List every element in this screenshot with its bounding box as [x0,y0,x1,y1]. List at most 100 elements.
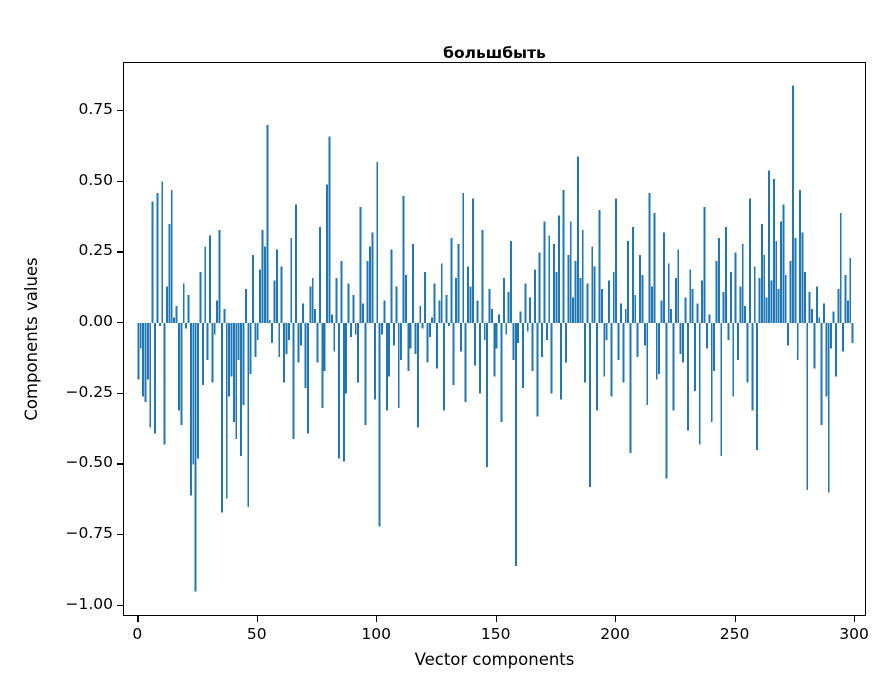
bar [146,323,149,380]
bar [720,323,723,456]
bar [701,280,704,324]
bar [624,308,627,324]
bar [352,294,355,324]
bar [617,323,620,360]
bar [739,286,742,324]
bar [318,226,321,324]
bar [553,243,555,324]
bar [414,323,417,355]
bar [708,314,711,324]
bar [806,323,809,490]
bar [168,224,171,324]
bar [395,286,398,324]
bar [340,260,343,324]
bar [438,300,441,324]
bar [507,291,510,324]
bar [839,212,842,324]
bar [378,323,381,527]
bar [431,317,434,324]
bar [201,323,204,386]
bar [445,294,448,324]
bar [670,308,673,324]
bar [259,269,262,324]
bar [746,323,749,383]
bar [512,323,515,360]
bar [815,286,818,324]
bar [221,323,223,513]
bar [505,323,508,335]
bar [689,269,692,324]
bar [209,235,211,324]
bar [567,255,570,324]
x-tick-label: 50 [246,625,267,643]
bar [230,323,233,377]
bar [307,323,309,434]
bar [316,323,319,363]
bar [309,286,312,324]
bar [555,272,558,324]
bar [287,323,290,340]
bar [514,323,517,567]
bar [772,178,775,324]
bar [662,232,665,324]
bar [500,323,503,422]
bar [139,323,142,349]
bar [452,323,455,386]
bar [347,283,350,324]
bar [161,181,164,324]
bar [495,323,498,349]
bar [481,229,484,324]
bar [784,274,787,324]
bar [421,323,424,329]
x-tick-mark [854,616,856,622]
bar [605,323,608,340]
bar [722,291,725,324]
bar [407,323,410,372]
y-tick-mark [117,110,123,112]
bar [782,204,785,324]
bar [388,323,391,377]
y-tick-label: 0.00 [78,312,113,330]
bar [350,323,352,338]
x-axis: 0 50 100 150 200 250 300 [123,616,869,656]
bar [419,306,422,324]
bar [154,323,157,434]
bar [629,323,632,454]
bar [383,300,386,324]
x-tick-label: 150 [480,625,511,643]
x-tick-label: 300 [839,625,869,643]
bar [844,274,847,324]
bar [323,323,326,372]
bar [404,274,407,324]
bar [409,323,412,349]
bar [256,323,259,340]
bar [261,229,264,324]
bar [264,246,266,324]
x-tick-mark [137,616,139,622]
bar [725,226,727,324]
bar [529,297,532,324]
bar [574,260,577,324]
x-axis-label: Vector components [414,650,575,669]
bar [216,300,219,324]
bar [151,201,154,324]
bar [254,323,257,357]
bar [144,323,147,403]
bar [811,308,814,324]
bar [385,323,388,411]
bar [842,323,845,352]
bar [612,272,615,324]
bar [321,323,324,408]
bar [436,323,438,369]
x-tick-mark [615,616,617,622]
bar [765,297,768,324]
bar [342,323,345,462]
bar [646,323,649,406]
bar [834,323,837,377]
bar [471,198,474,324]
bar [660,300,663,324]
bar [756,323,759,451]
bar [189,323,192,496]
bar [290,238,293,324]
bar [584,323,587,383]
